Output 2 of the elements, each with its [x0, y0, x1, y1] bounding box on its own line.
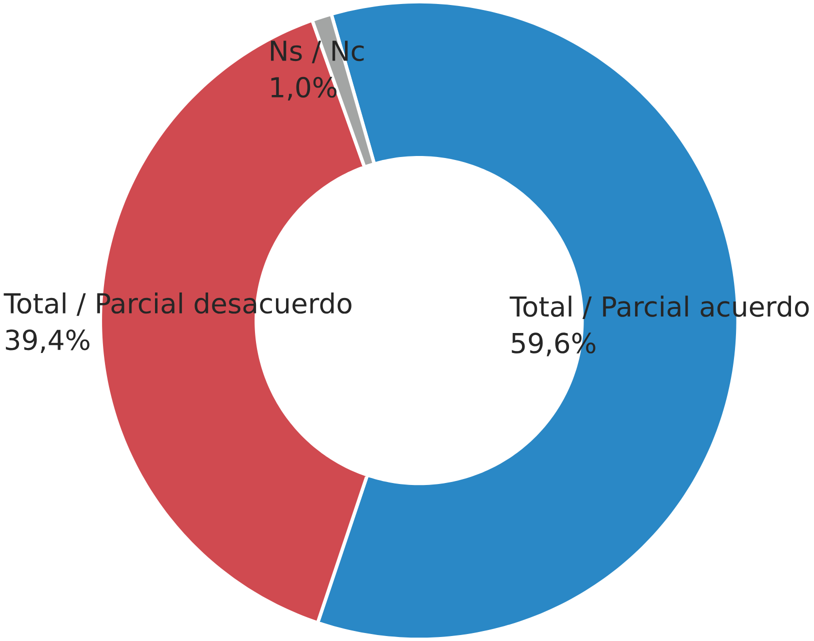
data-label: 1,0%: [271, 76, 336, 100]
data-label: 39,4%: [6, 329, 90, 353]
